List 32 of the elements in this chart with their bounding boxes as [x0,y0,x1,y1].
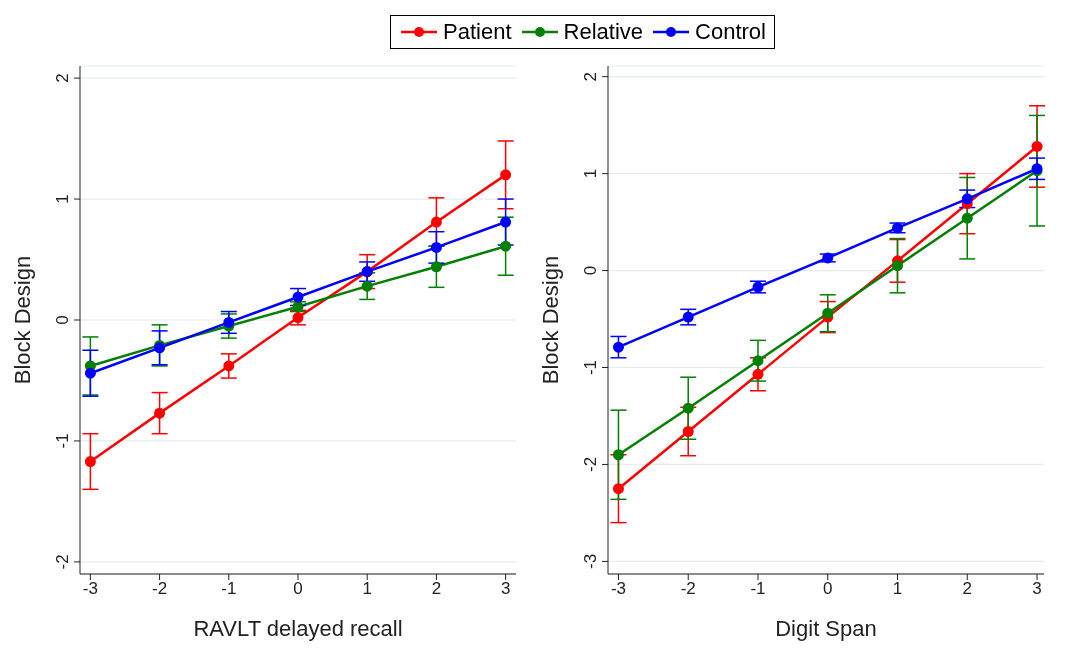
x-tick-label: 3 [500,579,511,599]
legend-label: Control [695,19,766,45]
x-tick-label: -2 [152,579,168,599]
x-tick-label: -1 [750,579,766,599]
x-tick-label: -3 [610,579,627,599]
y-axis-title: Block Design [537,255,563,385]
x-tick-label: 2 [431,579,442,599]
y-axis-title: Block Design [9,255,35,385]
x-tick-label: -2 [680,579,696,599]
legend-label: Patient [443,19,512,45]
y-tick-label: -2 [53,554,72,570]
x-axis-title: RAVLT delayed recall [193,616,403,641]
x-axis-title: Digit Span [775,616,877,641]
y-tick-label: 2 [53,73,72,83]
x-tick-label: 2 [962,579,972,599]
y-tick-label: 0 [581,265,600,276]
x-tick-label: 1 [362,579,372,599]
x-tick-label: 0 [293,579,303,599]
y-tick-label: 1 [581,168,600,179]
y-tick-label: 2 [581,71,600,82]
legend-label: Relative [563,19,644,45]
y-tick-label: 1 [53,194,72,204]
y-tick-label: -2 [581,456,600,473]
x-tick-label: 0 [823,579,833,599]
y-tick-label: -1 [581,359,600,376]
x-tick-label: -3 [82,579,98,599]
x-tick-label: 3 [1032,579,1042,599]
x-tick-label: -1 [221,579,237,599]
y-tick-label: 0 [53,315,72,325]
y-tick-label: -1 [53,433,72,449]
x-tick-label: 1 [892,579,903,599]
y-tick-label: -3 [581,553,600,569]
